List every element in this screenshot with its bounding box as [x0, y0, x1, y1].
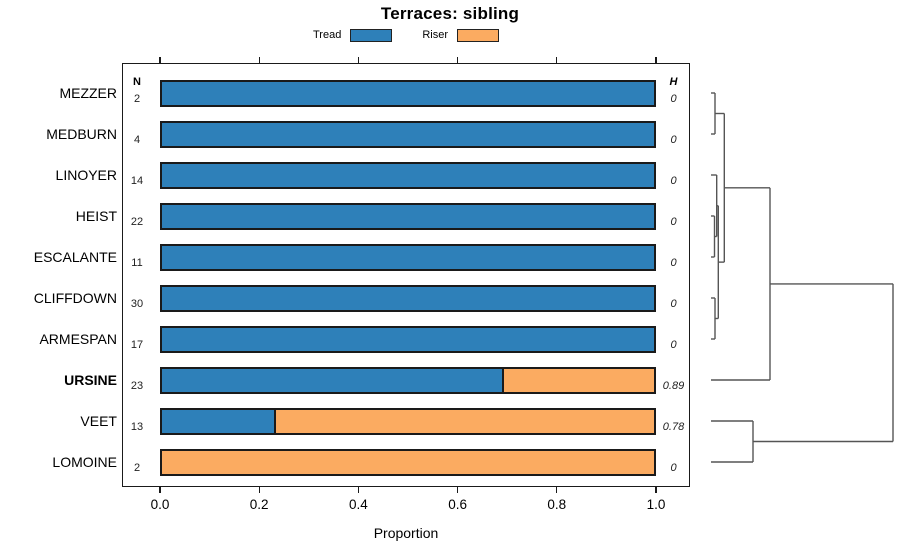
axis-tick-label: 0.4 — [349, 497, 368, 512]
bar-veet — [160, 407, 656, 435]
bar-cliffdown — [160, 284, 656, 312]
axis-tick-label: 1.0 — [646, 497, 666, 512]
n-value: 2 — [133, 462, 141, 474]
bar-segment-riser — [162, 450, 654, 474]
bar-ursine — [160, 366, 656, 394]
axis-tick-top — [556, 57, 558, 63]
axis-tick-bottom — [556, 487, 558, 493]
bar-linoyer — [160, 161, 656, 189]
h-value: 0 — [670, 462, 677, 474]
legend-label: Riser — [422, 29, 448, 41]
bar-segment-riser — [504, 368, 654, 392]
row-label-medburn: MEDBURN — [46, 126, 117, 142]
axis-tick-top — [456, 57, 459, 63]
h-value: 0 — [670, 93, 677, 105]
n-value: 17 — [130, 339, 144, 351]
x-axis-title: Proportion — [373, 525, 439, 541]
row-label-cliffdown: CLIFFDOWN — [33, 290, 117, 306]
n-value: 14 — [130, 175, 144, 187]
axis-tick-label: 0.8 — [547, 497, 567, 512]
axis-tick-bottom — [456, 487, 459, 493]
h-value: 0 — [670, 339, 677, 351]
legend-swatch-riser — [457, 28, 499, 42]
h-column-header: H — [669, 76, 678, 88]
row-label-escalante: ESCALANTE — [33, 249, 117, 265]
axis-tick-top — [159, 57, 161, 63]
row-label-mezzer: MEZZER — [59, 85, 117, 101]
axis-tick-top — [258, 57, 260, 63]
row-label-lomoine: LOMOINE — [52, 454, 117, 470]
h-value: 0 — [670, 216, 677, 228]
axis-tick-label: 0.0 — [150, 497, 170, 512]
axis-tick-bottom — [357, 487, 360, 493]
n-value: 4 — [133, 134, 141, 146]
n-value: 22 — [130, 216, 144, 228]
bar-segment-tread — [162, 163, 654, 187]
bar-mezzer — [160, 79, 656, 107]
h-value: 0.89 — [662, 380, 685, 392]
row-label-veet: VEET — [80, 413, 117, 429]
bar-heist — [160, 202, 656, 230]
legend-item-riser: Riser — [422, 28, 499, 42]
bar-segment-tread — [162, 245, 654, 269]
n-value: 2 — [133, 93, 141, 105]
bar-segment-tread — [162, 204, 654, 228]
n-column-header: N — [133, 76, 141, 88]
bar-segment-tread — [162, 286, 654, 310]
legend-label: Tread — [313, 29, 342, 41]
axis-tick-label: 0.6 — [448, 497, 467, 512]
chart-title: Terraces: sibling — [380, 4, 520, 23]
h-value: 0 — [670, 257, 677, 269]
h-value: 0.78 — [662, 421, 685, 433]
legend-item-tread: Tread — [313, 28, 393, 42]
axis-tick-bottom — [655, 487, 657, 493]
bar-medburn — [160, 120, 656, 148]
bar-segment-tread — [162, 122, 654, 146]
bar-segment-tread — [162, 81, 654, 105]
bar-armespan — [160, 325, 656, 353]
h-value: 0 — [670, 298, 677, 310]
n-value: 13 — [130, 421, 144, 433]
legend: Tread Riser — [122, 27, 690, 43]
legend-swatch-tread — [350, 28, 393, 42]
bar-escalante — [160, 243, 656, 271]
row-label-ursine: URSINE — [64, 372, 117, 388]
n-value: 23 — [130, 380, 144, 392]
n-value: 30 — [130, 298, 144, 310]
axis-tick-label: 0.2 — [249, 497, 269, 512]
axis-tick-bottom — [159, 487, 161, 493]
row-label-linoyer: LINOYER — [55, 167, 117, 183]
bar-segment-tread — [162, 409, 276, 433]
row-label-armespan: ARMESPAN — [39, 331, 117, 347]
bar-segment-tread — [162, 327, 654, 351]
bar-lomoine — [160, 448, 656, 476]
h-value: 0 — [670, 134, 677, 146]
axis-tick-top — [655, 57, 657, 63]
h-value: 0 — [670, 175, 677, 187]
row-label-heist: HEIST — [75, 208, 117, 224]
bar-segment-tread — [162, 368, 505, 392]
axis-tick-top — [357, 57, 360, 63]
n-value: 11 — [131, 257, 143, 269]
axis-tick-bottom — [258, 487, 260, 493]
bar-segment-riser — [275, 409, 654, 433]
